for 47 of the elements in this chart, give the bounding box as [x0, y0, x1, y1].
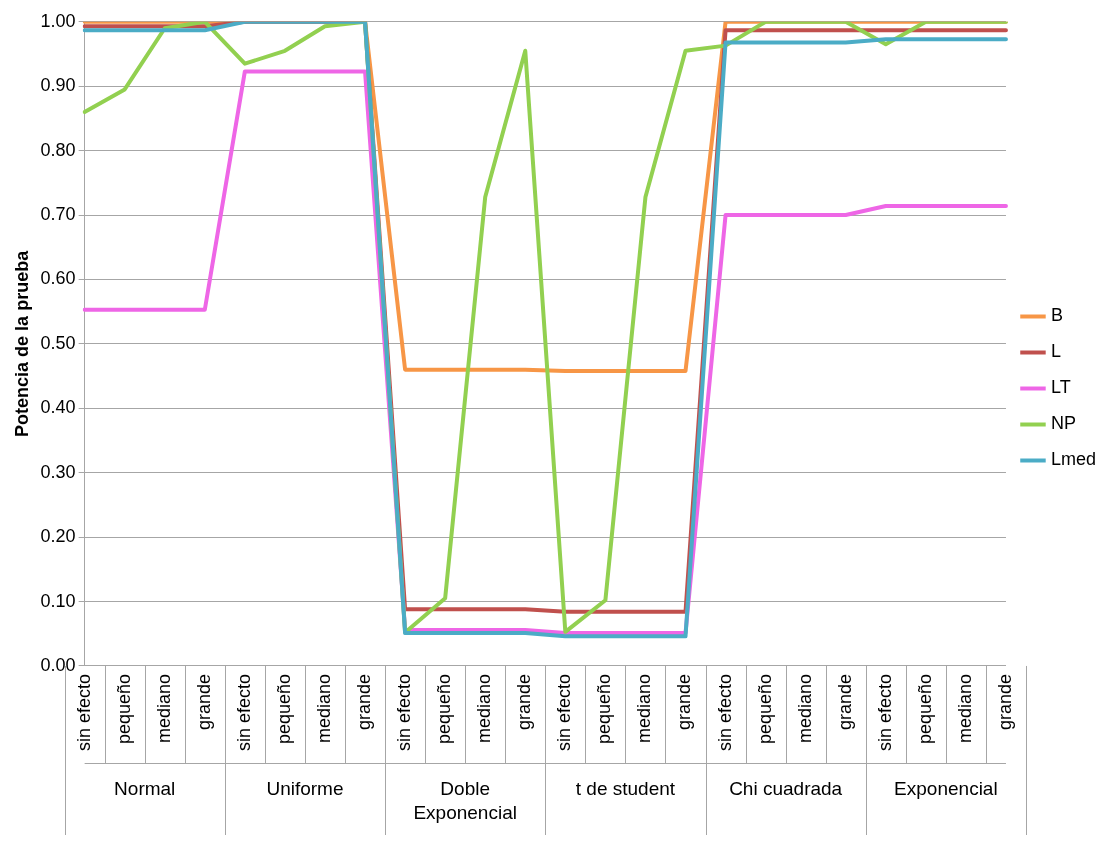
x-tick-label: sin efecto — [394, 673, 415, 751]
legend-label: L — [1050, 341, 1061, 362]
text: t de student — [575, 778, 676, 800]
y-tick-label: 0.80 — [40, 139, 76, 160]
x-tick-label: pequeño — [113, 673, 134, 745]
x-tick-label: sin efecto — [874, 673, 895, 751]
y-axis-title: Potencia de la prueba — [11, 249, 32, 437]
legend-label: B — [1050, 305, 1063, 326]
x-tick-label: grande — [354, 673, 375, 731]
x-tick-label: grande — [674, 673, 695, 731]
text: Chi cuadrada — [729, 778, 843, 800]
x-tick-label: mediano — [794, 673, 815, 743]
x-tick-label: pequeño — [914, 673, 935, 745]
x-tick-label: pequeño — [594, 673, 615, 745]
y-tick-label: 1.00 — [40, 10, 76, 31]
legend-label: Lmed — [1050, 449, 1096, 470]
text: Normal — [114, 778, 176, 800]
x-tick-label: mediano — [954, 673, 975, 743]
x-tick-label: grande — [834, 673, 855, 731]
x-tick-label: mediano — [634, 673, 655, 743]
x-tick-label: mediano — [474, 673, 495, 743]
x-tick-label: pequeño — [754, 673, 775, 745]
y-tick-label: 0.50 — [40, 332, 76, 353]
y-tick-label: 0.30 — [40, 461, 76, 482]
y-tick-label: 0.90 — [40, 75, 76, 96]
x-tick-label: sin efecto — [233, 673, 254, 751]
y-tick-label: 0.40 — [40, 397, 76, 418]
x-tick-label: grande — [514, 673, 535, 731]
legend-label: NP — [1050, 413, 1076, 434]
y-tick-label: 0.20 — [40, 526, 76, 547]
text: Uniforme — [266, 778, 344, 800]
x-tick-label: sin efecto — [714, 673, 735, 751]
x-tick-label: grande — [994, 673, 1015, 731]
x-tick-label: pequeño — [273, 673, 294, 745]
y-tick-label: 0.10 — [40, 590, 76, 611]
x-tick-label: grande — [193, 673, 214, 731]
x-tick-label: mediano — [313, 673, 334, 743]
x-tick-label: sin efecto — [554, 673, 575, 751]
text: Doble Exponencial — [413, 778, 517, 824]
y-tick-label: 0.00 — [40, 654, 76, 675]
text: Exponencial — [894, 778, 998, 800]
x-tick-label: mediano — [153, 673, 174, 743]
legend-label: LT — [1050, 377, 1071, 398]
y-tick-label: 0.70 — [40, 204, 76, 225]
x-tick-label: sin efecto — [73, 673, 94, 751]
y-tick-label: 0.60 — [40, 268, 76, 289]
x-tick-label: pequeño — [434, 673, 455, 745]
